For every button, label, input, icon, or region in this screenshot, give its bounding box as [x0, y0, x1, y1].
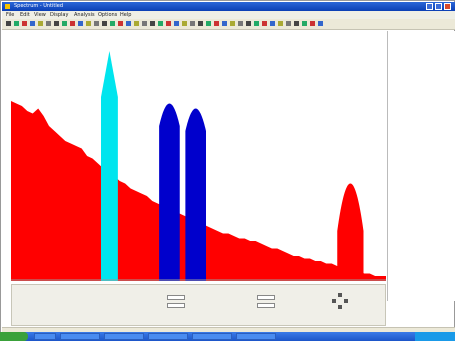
- toolbar-button-18[interactable]: [142, 21, 147, 26]
- side-panel: [387, 31, 455, 301]
- toolbar-button-11[interactable]: [86, 21, 91, 26]
- menu-bar: File Edit View Display Analysis Options …: [2, 11, 455, 19]
- toolbar-button-14[interactable]: [110, 21, 115, 26]
- toolbar-button-12[interactable]: [94, 21, 99, 26]
- toolbar-button-39[interactable]: [310, 21, 315, 26]
- toolbar-button-31[interactable]: [246, 21, 251, 26]
- cyan-peak: [101, 51, 118, 281]
- menu-analysis[interactable]: Analysis: [74, 12, 95, 18]
- status-bar: [2, 327, 455, 334]
- toolbar-button-5[interactable]: [38, 21, 43, 26]
- toolbar-button-25[interactable]: [198, 21, 203, 26]
- taskbar-item-1[interactable]: [60, 333, 100, 340]
- app-icon: [5, 4, 10, 9]
- toolbar-button-10[interactable]: [78, 21, 83, 26]
- toolbar: [2, 19, 455, 30]
- menu-help[interactable]: Help: [120, 12, 132, 18]
- toolbar-button-2[interactable]: [14, 21, 19, 26]
- taskbar-item-4[interactable]: [192, 333, 232, 340]
- taskbar-item-5[interactable]: [236, 333, 276, 340]
- toolbar-button-23[interactable]: [182, 21, 187, 26]
- toolbar-button-30[interactable]: [238, 21, 243, 26]
- quick-launch[interactable]: [34, 333, 56, 340]
- minimize-button[interactable]: [426, 3, 433, 10]
- red-peak-right: [337, 183, 364, 281]
- toolbar-button-28[interactable]: [222, 21, 227, 26]
- navigation-arrows[interactable]: [332, 293, 348, 309]
- taskbar: [0, 332, 455, 341]
- toolbar-button-8[interactable]: [62, 21, 67, 26]
- toolbar-button-26[interactable]: [206, 21, 211, 26]
- toolbar-button-13[interactable]: [102, 21, 107, 26]
- menu-view[interactable]: View: [34, 12, 46, 18]
- toolbar-button-35[interactable]: [278, 21, 283, 26]
- end-field[interactable]: [167, 303, 185, 308]
- bottom-panel: [11, 284, 386, 326]
- start-button[interactable]: [0, 332, 28, 341]
- height-field[interactable]: [257, 303, 275, 308]
- toolbar-button-1[interactable]: [6, 21, 11, 26]
- taskbar-item-3[interactable]: [148, 333, 188, 340]
- spectrum-chart: [11, 31, 386, 281]
- menu-file[interactable]: File: [6, 12, 15, 18]
- toolbar-button-33[interactable]: [262, 21, 267, 26]
- toolbar-button-19[interactable]: [150, 21, 155, 26]
- toolbar-button-21[interactable]: [166, 21, 171, 26]
- blue-peak-1: [159, 103, 180, 281]
- toolbar-button-17[interactable]: [134, 21, 139, 26]
- spectrum-plot: [11, 31, 386, 281]
- toolbar-button-7[interactable]: [54, 21, 59, 26]
- toolbar-button-4[interactable]: [30, 21, 35, 26]
- start-field[interactable]: [167, 295, 185, 300]
- maximize-button[interactable]: [435, 3, 442, 10]
- close-button[interactable]: [444, 3, 451, 10]
- toolbar-button-34[interactable]: [270, 21, 275, 26]
- width-field[interactable]: [257, 295, 275, 300]
- toolbar-button-20[interactable]: [158, 21, 163, 26]
- toolbar-button-27[interactable]: [214, 21, 219, 26]
- toolbar-button-37[interactable]: [294, 21, 299, 26]
- window-title: Spectrum - Untitled: [14, 3, 63, 9]
- menu-options[interactable]: Options: [98, 12, 118, 18]
- toolbar-button-38[interactable]: [302, 21, 307, 26]
- toolbar-button-29[interactable]: [230, 21, 235, 26]
- title-bar: Spectrum - Untitled: [2, 2, 455, 11]
- toolbar-button-22[interactable]: [174, 21, 179, 26]
- toolbar-button-9[interactable]: [70, 21, 75, 26]
- toolbar-button-15[interactable]: [118, 21, 123, 26]
- menu-edit[interactable]: Edit: [20, 12, 30, 18]
- menu-display[interactable]: Display: [50, 12, 69, 18]
- blue-peak-2: [185, 108, 206, 281]
- toolbar-button-32[interactable]: [254, 21, 259, 26]
- toolbar-button-36[interactable]: [286, 21, 291, 26]
- toolbar-button-16[interactable]: [126, 21, 131, 26]
- toolbar-button-3[interactable]: [22, 21, 27, 26]
- system-tray: [415, 332, 455, 341]
- taskbar-item-2[interactable]: [104, 333, 144, 340]
- toolbar-button-24[interactable]: [190, 21, 195, 26]
- toolbar-button-6[interactable]: [46, 21, 51, 26]
- toolbar-button-40[interactable]: [318, 21, 323, 26]
